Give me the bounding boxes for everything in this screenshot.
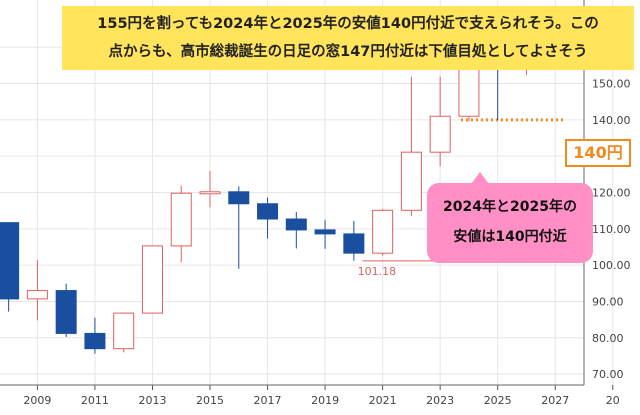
y-tick-label: 120.00: [592, 187, 631, 200]
candle-body: [285, 218, 307, 231]
candle-body: [343, 233, 365, 254]
headline-line-1: 155円を割っても2024年と2025年の安値140円付近で支えられそう。この: [97, 16, 599, 32]
callout-line-2: 安値は140円付近: [453, 229, 567, 245]
candle-body: [170, 192, 192, 247]
headline-line-2: 点からも、高市総裁誕生の日足の窓147円付近は下値目処としてよさそう: [108, 44, 588, 60]
x-tick-label: 2023: [426, 394, 454, 407]
candle-body: [372, 209, 394, 254]
y-tick-label: 150.00: [592, 78, 631, 91]
candle-body: [55, 290, 77, 334]
y-tick-label: 70.00: [592, 368, 624, 381]
x-tick-label: 2021: [369, 394, 397, 407]
candle-body: [141, 245, 163, 314]
support-price-badge: 140円: [565, 139, 631, 167]
candle-body: [26, 290, 48, 300]
candle-body: [0, 222, 20, 300]
x-tick-label: 2017: [254, 394, 282, 407]
y-tick-label: 110.00: [592, 223, 631, 236]
x-tick-label: 2013: [138, 394, 166, 407]
x-tick-label: 2011: [81, 394, 109, 407]
x-tick-label: 2015: [196, 394, 224, 407]
y-tick-label: 140.00: [592, 114, 631, 127]
candle-body: [228, 191, 250, 205]
x-tick-label: 20: [606, 394, 620, 407]
y-tick-label: 100.00: [592, 259, 631, 272]
callout-line-1: 2024年と2025年の: [443, 199, 577, 215]
candle-body: [84, 332, 106, 350]
candle-body: [199, 191, 221, 195]
candle-body: [314, 229, 336, 235]
x-tick-label: 2027: [541, 394, 569, 407]
candle-body: [113, 312, 135, 350]
headline-box: 155円を割っても2024年と2025年の安値140円付近で支えられそう。この …: [62, 6, 634, 70]
x-tick-label: 2009: [23, 394, 51, 407]
candle-body: [257, 203, 279, 220]
candle-body: [429, 115, 451, 153]
support-callout: 2024年と2025年の 安値は140円付近: [427, 183, 593, 263]
y-tick-label: 90.00: [592, 295, 624, 308]
candle-body: [400, 151, 422, 211]
candles: [0, 40, 537, 354]
low-value-label: 101.18: [358, 265, 397, 278]
y-tick-label: 80.00: [592, 332, 624, 345]
callout-pointer: [471, 172, 489, 184]
x-tick-label: 2025: [484, 394, 512, 407]
x-tick-label: 2019: [311, 394, 339, 407]
